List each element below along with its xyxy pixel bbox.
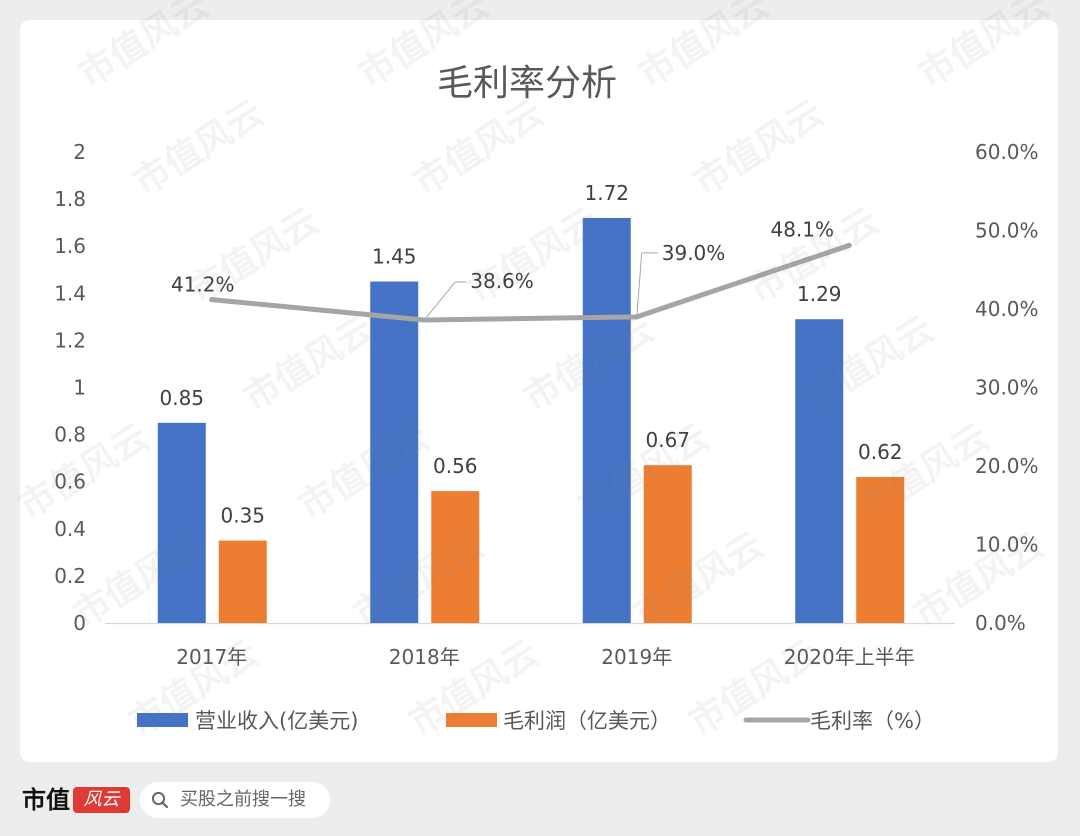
plot-area: 00.20.40.60.811.21.41.61.820.0%10.0%20.0…	[54, 140, 1038, 669]
gross-profit-data-label: 0.56	[433, 454, 478, 478]
y-left-tick-label: 0.4	[54, 517, 86, 541]
x-tick-label: 2018年	[389, 645, 460, 669]
gross-margin-label-leader	[636, 252, 658, 317]
revenue-bar	[582, 217, 631, 623]
gross-profit-data-label: 0.35	[220, 504, 265, 528]
revenue-data-labels: 0.85 1.45 1.72 1.29	[159, 181, 841, 410]
y-axis-left: 0 0.2 0.4 0.6 0.8 1 1.2 1.4 1.6 1.8 2	[54, 140, 86, 635]
gross-margin-data-label: 41.2%	[171, 273, 235, 297]
gross-profit-bars	[218, 465, 905, 623]
y-right-tick-label: 0.0%	[975, 611, 1026, 635]
y-left-tick-label: 2	[73, 140, 86, 164]
gross-margin-data-label: 38.6%	[470, 269, 534, 293]
y-left-tick-label: 0.6	[54, 470, 86, 494]
gross-margin-data-label: 39.0%	[662, 241, 726, 265]
x-axis: 2017年 2018年 2019年 2020年上半年	[105, 622, 955, 669]
legend-label-gross-margin: 毛利率（%）	[810, 709, 935, 733]
gross-profit-data-label: 0.67	[645, 428, 690, 452]
revenue-data-label: 1.72	[584, 181, 629, 205]
gross-profit-bar	[856, 476, 905, 623]
y-right-tick-label: 40.0%	[975, 297, 1039, 321]
y-left-tick-label: 0.2	[54, 564, 86, 588]
search-box[interactable]: 买股之前搜一搜	[140, 782, 330, 818]
revenue-data-label: 0.85	[159, 386, 204, 410]
y-right-tick-label: 50.0%	[975, 219, 1039, 243]
chart-title: 毛利率分析	[437, 63, 617, 104]
y-left-tick-label: 1	[73, 376, 86, 400]
revenue-bar	[370, 281, 419, 623]
gross-margin-label-leader	[423, 281, 467, 321]
revenue-data-label: 1.45	[372, 245, 417, 269]
y-left-tick-label: 1.8	[54, 187, 86, 211]
y-left-tick-label: 0.8	[54, 423, 86, 447]
gross-profit-bar	[218, 540, 267, 623]
legend-swatch-gross-profit	[446, 713, 497, 727]
gross-profit-data-labels: 0.35 0.56 0.67 0.62	[220, 428, 902, 527]
y-right-tick-label: 10.0%	[975, 533, 1039, 557]
legend-swatch-revenue	[137, 713, 188, 727]
x-tick-label: 2019年	[601, 645, 672, 669]
x-tick-label: 2017年	[176, 645, 247, 669]
revenue-bars	[157, 217, 844, 623]
revenue-bar	[795, 319, 844, 623]
y-right-tick-label: 20.0%	[975, 454, 1039, 478]
brand-name: 市值	[22, 785, 70, 814]
revenue-data-label: 1.29	[797, 282, 842, 306]
gross-margin-line-series: 41.2% 38.6% 39.0% 48.1%	[171, 217, 852, 323]
revenue-bar	[157, 422, 206, 623]
gross-margin-point	[209, 297, 215, 303]
y-left-tick-label: 1.2	[54, 328, 86, 352]
y-left-tick-label: 1.4	[54, 281, 86, 305]
gross-profit-bar	[643, 465, 692, 623]
search-icon	[151, 791, 169, 809]
chart-card	[20, 20, 1058, 762]
legend-label-gross-profit: 毛利润（亿美元）	[503, 709, 671, 733]
y-axis-right: 0.0% 10.0% 20.0% 30.0% 40.0% 50.0% 60.0%	[975, 140, 1039, 635]
brand-logo: 风云	[73, 787, 130, 813]
y-left-tick-label: 0	[73, 611, 86, 635]
legend-label-revenue: 营业收入(亿美元)	[195, 709, 358, 733]
gross-profit-bar	[431, 491, 480, 623]
y-right-tick-label: 30.0%	[975, 376, 1039, 400]
search-placeholder: 买股之前搜一搜	[180, 789, 306, 810]
legend: 营业收入(亿美元) 毛利润（亿美元） 毛利率（%）	[137, 709, 935, 733]
y-right-tick-label: 60.0%	[975, 140, 1039, 164]
x-tick-label: 2020年上半年	[784, 645, 915, 669]
gross-margin-line	[209, 242, 852, 323]
gross-margin-data-label: 48.1%	[770, 217, 834, 241]
gross-margin-point	[846, 242, 852, 248]
gross-profit-data-label: 0.62	[858, 440, 903, 464]
y-left-tick-label: 1.6	[54, 234, 86, 258]
